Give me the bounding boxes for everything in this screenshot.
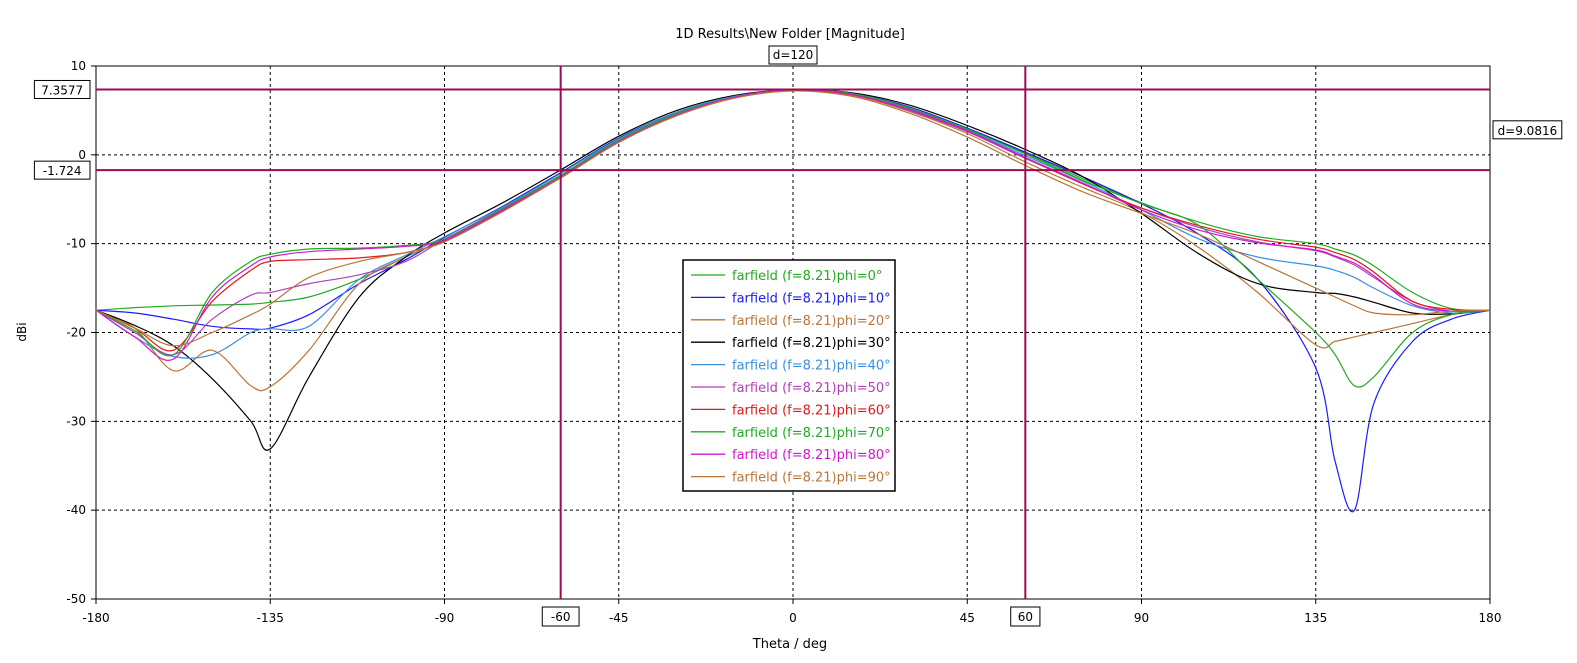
v-marker-box	[1010, 606, 1041, 627]
x-tick-label: 90	[1134, 611, 1149, 625]
x-tick-label: -180	[82, 611, 109, 625]
x-axis-label: Theta / deg	[752, 637, 827, 652]
v-marker-box	[541, 606, 580, 627]
x-tick-label: -45	[609, 611, 629, 625]
x-tick-label: -135	[257, 611, 284, 625]
h-marker-box	[33, 79, 91, 99]
legend-entry: farfield (f=8.21)phi=40°	[732, 359, 891, 374]
v-marker-value: -60	[551, 610, 571, 624]
legend-entry: farfield (f=8.21)phi=0°	[732, 269, 882, 284]
y-tick-label: -40	[66, 503, 86, 517]
y-axis-label: dBi	[15, 322, 29, 341]
chart-title: 1D Results\New Folder [Magnitude]	[675, 27, 905, 42]
x-tick-label: 45	[960, 611, 975, 625]
y-tick-label: 10	[71, 59, 86, 73]
legend-entry: farfield (f=8.21)phi=20°	[732, 314, 891, 329]
series-line-9	[95, 90, 1491, 347]
legend-entry: farfield (f=8.21)phi=30°	[732, 336, 891, 351]
v-marker-value: 60	[1018, 610, 1033, 624]
legend-box	[682, 259, 896, 492]
y-tick-label: -20	[66, 326, 86, 340]
legend-entry: farfield (f=8.21)phi=80°	[732, 448, 891, 463]
v-diff-box	[768, 45, 818, 65]
h-diff-box	[1492, 120, 1563, 140]
legend-entry: farfield (f=8.21)phi=60°	[732, 403, 891, 418]
legend-entry: farfield (f=8.21)phi=10°	[732, 291, 891, 306]
y-tick-label: -30	[66, 414, 86, 428]
x-tick-label: 135	[1304, 611, 1327, 625]
legend-entry: farfield (f=8.21)phi=90°	[732, 471, 891, 486]
y-tick-label: -50	[66, 592, 86, 606]
y-tick-label: 0	[78, 148, 86, 162]
y-tick-label: -10	[66, 237, 86, 251]
legend-entry: farfield (f=8.21)phi=70°	[732, 426, 891, 441]
v-diff-label: d=120	[773, 48, 814, 62]
legend-entry: farfield (f=8.21)phi=50°	[732, 381, 891, 396]
h-marker-box	[33, 160, 91, 180]
h-marker-value: -1.724	[43, 164, 82, 178]
marker-lines: 7.3577 -1.724 d=9.0816 -60 60 d=120	[33, 45, 1563, 627]
h-diff-label: d=9.0816	[1498, 124, 1558, 138]
h-marker-value: 7.3577	[41, 83, 83, 97]
legend: farfield (f=8.21)phi=0° farfield (f=8.21)…	[682, 259, 896, 492]
x-tick-label: 0	[789, 611, 797, 625]
axis-ticks: -180 -135 -90 -45 0 45 90 135 180 10 0 -10 -20 -30 -40…	[66, 59, 1501, 625]
x-tick-label: 180	[1479, 611, 1502, 625]
x-tick-label: -90	[435, 611, 455, 625]
